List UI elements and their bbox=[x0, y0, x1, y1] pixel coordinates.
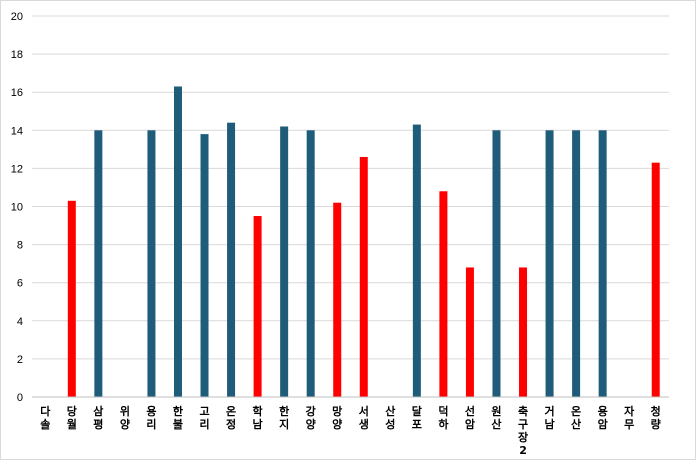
bar-2 bbox=[94, 130, 103, 398]
bar-10 bbox=[306, 130, 315, 398]
bar-21 bbox=[598, 130, 607, 398]
y-tick-label: 2 bbox=[17, 354, 23, 366]
bar-16 bbox=[465, 267, 474, 397]
y-tick-label: 0 bbox=[17, 392, 23, 404]
bar-8 bbox=[253, 216, 262, 397]
bar-4 bbox=[147, 130, 156, 398]
bar-1 bbox=[67, 200, 76, 397]
y-tick-label: 16 bbox=[11, 87, 23, 99]
y-tick-label: 12 bbox=[11, 163, 23, 175]
bar-19 bbox=[545, 130, 554, 398]
y-tick-label: 4 bbox=[17, 316, 23, 328]
bar-20 bbox=[572, 130, 581, 398]
gridlines bbox=[32, 15, 669, 398]
y-tick-label: 14 bbox=[11, 125, 23, 137]
y-tick-label: 8 bbox=[17, 240, 23, 252]
bars bbox=[67, 86, 660, 398]
bar-6 bbox=[200, 134, 209, 398]
bar-7 bbox=[227, 122, 236, 398]
bar-23 bbox=[651, 162, 660, 397]
bar-17 bbox=[492, 130, 501, 398]
bar-18 bbox=[519, 267, 528, 397]
bar-11 bbox=[333, 202, 342, 397]
y-axis: 0 2 4 6 8 10 12 14 16 18 20 bbox=[11, 11, 23, 404]
x-axis: 다 솔 당 월 삼 평 위 양 용 리 한 불 고 리 온 정 학 남 한 지 강 양 망 양 서 생 산 성 달 포 덕 하 선 암 원 산 축 구 장 2… bbox=[32, 396, 669, 457]
y-tick-label: 20 bbox=[11, 11, 23, 23]
bar-12 bbox=[359, 156, 368, 397]
bar-15 bbox=[439, 191, 448, 397]
bar-5 bbox=[173, 86, 182, 398]
y-tick-label: 6 bbox=[17, 278, 23, 290]
y-tick-label: 18 bbox=[11, 49, 23, 61]
y-tick-label: 10 bbox=[11, 202, 23, 214]
bar-9 bbox=[280, 126, 289, 398]
bar-14 bbox=[412, 124, 421, 398]
